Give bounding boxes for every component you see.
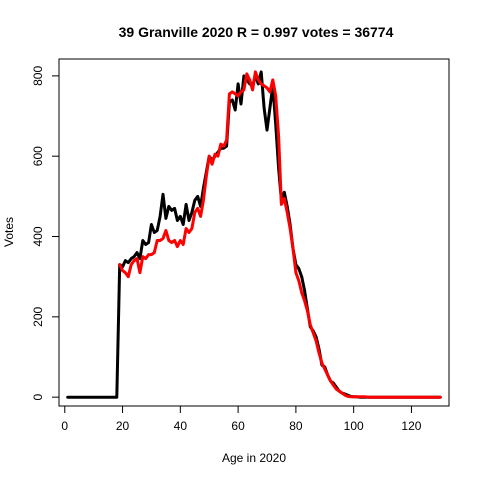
x-tick-label: 80 (289, 419, 303, 433)
x-axis-label: Age in 2020 (222, 451, 286, 465)
series-group (66, 70, 442, 399)
x-tick-label: 60 (231, 419, 245, 433)
series-line-1 (118, 70, 442, 399)
series-line-0 (66, 70, 442, 399)
y-tick-label: 0 (31, 394, 45, 401)
x-tick-label: 40 (174, 419, 188, 433)
x-tick-label: 20 (116, 419, 130, 433)
y-tick-label: 400 (31, 226, 45, 246)
y-tick-label: 800 (31, 66, 45, 86)
x-tick-label: 0 (61, 419, 68, 433)
x-axis: 0 20 40 60 80 100 120 (61, 405, 422, 433)
y-tick-label: 200 (31, 307, 45, 327)
x-tick-label: 120 (401, 419, 421, 433)
x-tick-label: 100 (344, 419, 364, 433)
chart-title: 39 Granville 2020 R = 0.997 votes = 3677… (119, 24, 394, 40)
y-axis: 0 200 400 600 800 (31, 66, 60, 401)
y-tick-label: 600 (31, 146, 45, 166)
y-axis-label: Votes (2, 217, 16, 247)
